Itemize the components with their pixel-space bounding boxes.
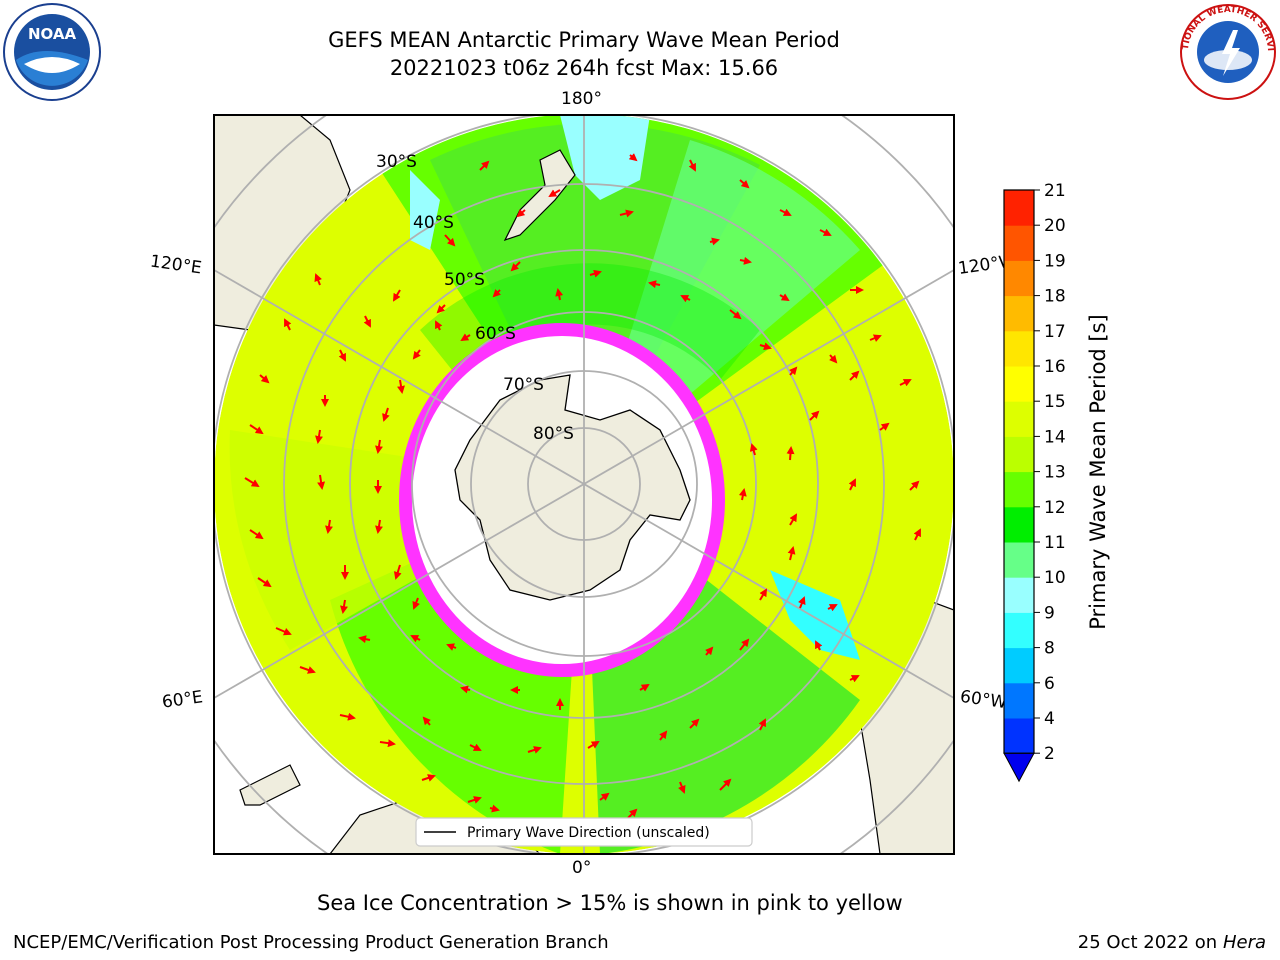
madagascar-land — [239, 764, 301, 806]
colorbar-tick-label: 14 — [1044, 427, 1066, 447]
new-zealand-land — [503, 149, 576, 242]
footer-branch: NCEP/EMC/Verification Post Processing Pr… — [13, 932, 609, 953]
lat-label-80s: 80°S — [533, 424, 574, 444]
colorbar-segment — [1004, 506, 1034, 543]
colorbar-tick-label: 16 — [1044, 357, 1066, 377]
colorbar-segment — [1004, 612, 1034, 649]
footer-machine: Hera — [1222, 932, 1266, 953]
colorbar-segment — [1004, 471, 1034, 508]
map-legend: Primary Wave Direction (unscaled) — [415, 817, 753, 847]
colorbar-tick-label: 19 — [1044, 251, 1066, 271]
colorbar-segment — [1004, 647, 1034, 684]
lat-label-50s: 50°S — [444, 270, 485, 290]
colorbar: 2 4 6 8 9 10 11 12 13 14 15 16 17 18 19 20 21 — [1003, 181, 1066, 783]
nws-logo: NATIONAL WEATHER SERVICE — [1178, 2, 1276, 100]
lat-label-70s: 70°S — [503, 375, 544, 395]
colorbar-tick-label: 20 — [1044, 216, 1066, 236]
colorbar-segment — [1004, 225, 1034, 261]
svg-text:NOAA: NOAA — [28, 25, 77, 43]
sea-ice-note: Sea Ice Concentration > 15% is shown in … — [317, 891, 903, 915]
colorbar-label: Primary Wave Mean Period [s] — [1086, 314, 1110, 630]
chart-subtitle: 20221023 t06z 264h fcst Max: 15.66 — [389, 56, 779, 80]
colorbar-tick-label: 13 — [1044, 463, 1066, 483]
colorbar-tick-label: 6 — [1044, 674, 1055, 694]
colorbar-tick-label: 18 — [1044, 287, 1066, 307]
lon-label-bottom: 0° — [572, 858, 592, 878]
colorbar-tick-label: 8 — [1044, 639, 1055, 659]
colorbar-segment — [1004, 436, 1034, 473]
noaa-logo: NOAA — [3, 3, 101, 101]
colorbar-segment — [1004, 542, 1034, 578]
colorbar-tick-label: 10 — [1044, 568, 1066, 588]
colorbar-segment — [1004, 366, 1034, 402]
colorbar-segment — [1004, 401, 1034, 437]
chart-title: GEFS MEAN Antarctic Primary Wave Mean Pe… — [328, 28, 840, 52]
colorbar-tick-label: 17 — [1044, 322, 1066, 342]
wave-direction-arrows — [244, 153, 921, 819]
svg-text:Primary Wave Direction (unscal: Primary Wave Direction (unscaled) — [467, 825, 710, 841]
lat-label-60s: 60°S — [475, 324, 516, 344]
colorbar-segment — [1004, 577, 1034, 613]
lat-label-40s: 40°S — [413, 213, 454, 233]
colorbar-extend-triangle — [1003, 752, 1035, 783]
colorbar-segment — [1004, 260, 1034, 297]
colorbar-segment — [1004, 682, 1034, 719]
colorbar-tick-label: 21 — [1044, 181, 1066, 201]
footer-date-text: 25 Oct 2022 on — [1077, 932, 1223, 953]
colorbar-tick-label: 11 — [1044, 533, 1066, 553]
colorbar-segment — [1004, 190, 1034, 226]
colorbar-tick-label: 15 — [1044, 392, 1066, 412]
graticule — [214, 115, 954, 854]
colorbar-tick-label: 2 — [1044, 744, 1055, 764]
colorbar-segment — [1004, 330, 1034, 367]
colorbar-segment — [1004, 718, 1034, 754]
lon-label-top: 180° — [561, 89, 602, 109]
lat-label-30s: 30°S — [376, 152, 417, 172]
colorbar-tick-label: 4 — [1044, 709, 1055, 729]
colorbar-segment — [1004, 295, 1034, 332]
colorbar-tick-label: 12 — [1044, 498, 1066, 518]
footer-date: 25 Oct 2022 on Hera — [1078, 932, 1266, 953]
colorbar-tick-label: 9 — [1044, 603, 1055, 623]
